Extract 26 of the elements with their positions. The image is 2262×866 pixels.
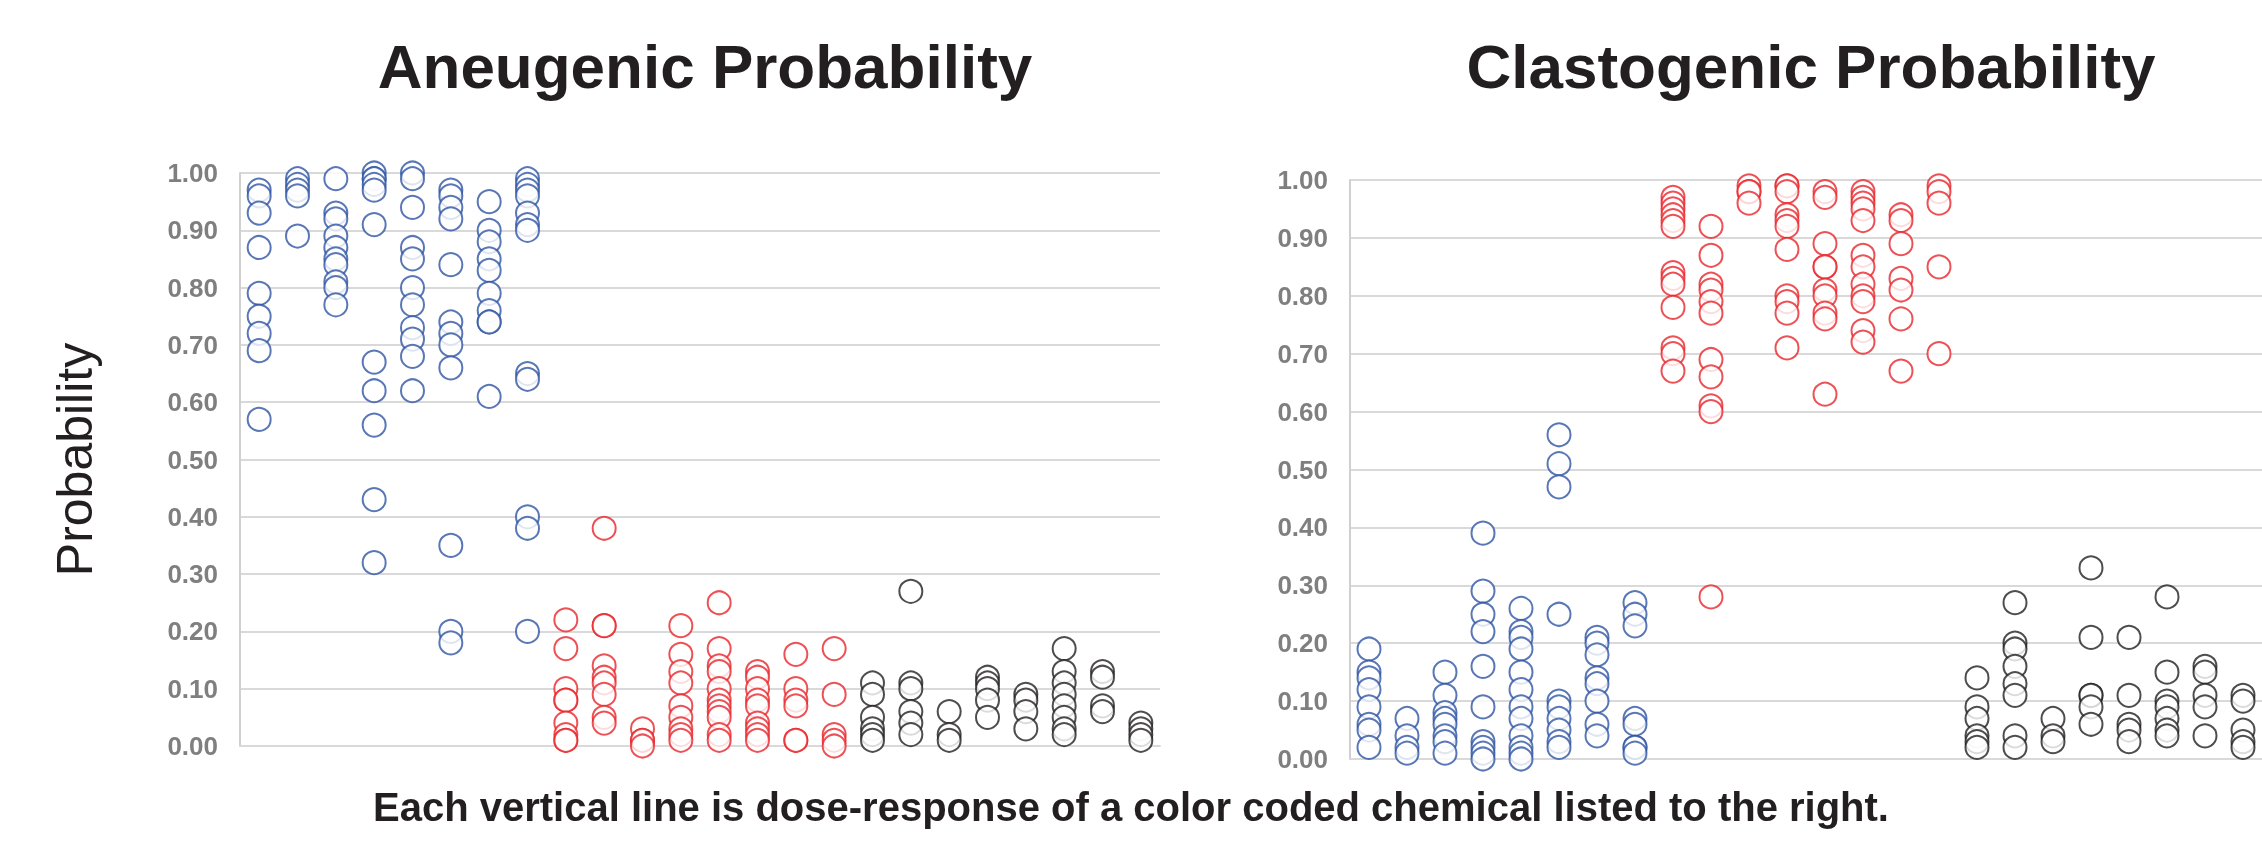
y-tick-label: 0.90	[1277, 222, 1328, 253]
y-tick-label: 0.40	[167, 501, 218, 532]
y-tick-label: 0.30	[167, 559, 218, 590]
chart-title: Clastogenic Probability	[1466, 31, 2157, 101]
y-tick-label: 0.60	[167, 387, 218, 418]
y-tick-label: 0.40	[1277, 512, 1328, 543]
y-tick-label: 0.30	[1277, 570, 1328, 601]
y-tick-label: 0.10	[167, 673, 218, 704]
y-tick-label: 0.70	[1277, 338, 1328, 369]
y-tick-label: 0.10	[1277, 686, 1328, 717]
y-tick-label: 0.50	[167, 444, 218, 475]
y-axis-title: Probability	[47, 342, 103, 577]
text: Each vertical line is dose-response of a color coded chemical listed to the right.	[372, 785, 1890, 830]
y-tick-label: 0.80	[167, 272, 218, 303]
y-tick-label: 0.90	[167, 215, 218, 246]
y-tick-label: 0.00	[1277, 744, 1328, 774]
y-tick-label: 0.70	[167, 329, 218, 360]
y-tick-label: 0.20	[167, 616, 218, 647]
y-tick-label: 0.00	[167, 731, 218, 761]
y-tick-label: 0.50	[1277, 454, 1328, 485]
y-tick-label: 0.80	[1277, 280, 1328, 311]
chart-title: Aneugenic Probability	[377, 31, 1033, 101]
y-tick-label: 1.00	[1277, 165, 1328, 195]
y-tick-label: 0.60	[1277, 396, 1328, 427]
y-tick-label: 1.00	[167, 158, 218, 188]
y-tick-label: 0.20	[1277, 628, 1328, 659]
